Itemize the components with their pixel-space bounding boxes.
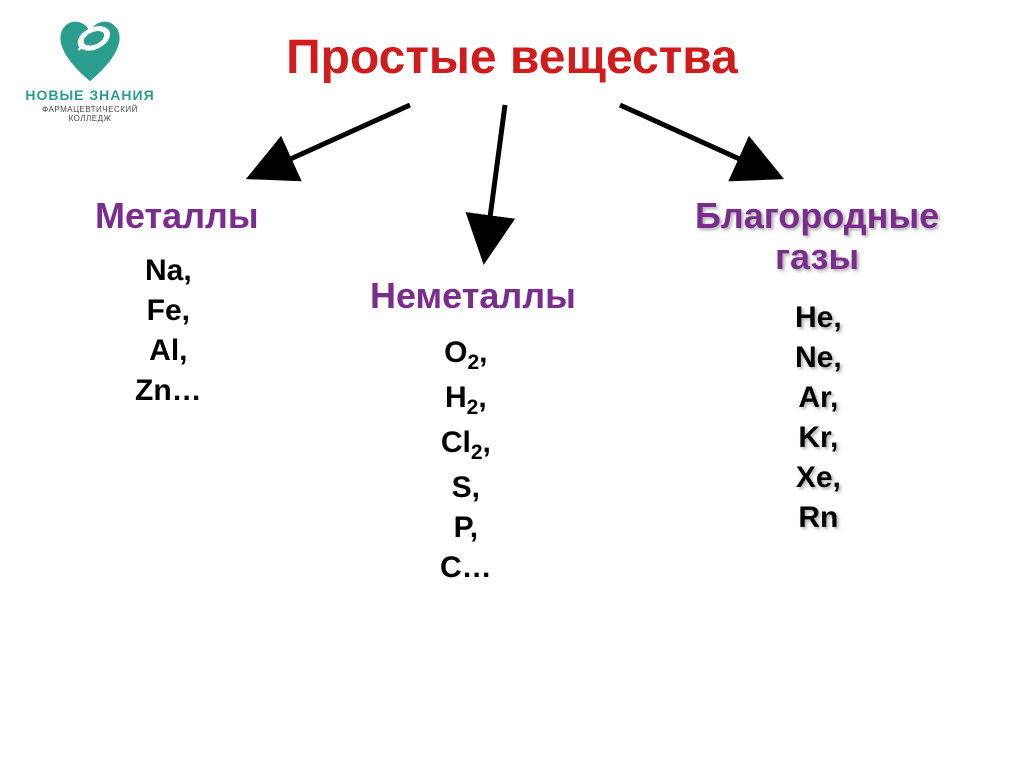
logo-text-sub: ФАРМАЦЕВТИЧЕСКИЙ КОЛЛЕДЖ [20,105,160,123]
noble-label-line2: газы [695,236,939,277]
nonmetals-list: O2, H2, Cl2, S, P, C… [440,330,492,591]
formula-text: P, [454,511,478,544]
arrow-middle [485,105,505,255]
logo-text-main: НОВЫЕ ЗНАНИЯ [20,87,160,103]
metals-item: Na, [135,254,202,288]
formula-text: O [444,336,467,369]
metals-list: Na, Fe, Al, Zn… [135,248,202,414]
formula-text: H [445,381,467,414]
main-title: Простые вещества [0,30,1024,85]
arrow-right [620,105,775,175]
arrow-left [255,105,410,175]
nonmetals-item: H2, [440,381,492,420]
category-metals-label: Металлы [95,195,259,237]
noble-item: Rn [795,501,842,535]
metals-item: Fe, [135,294,202,328]
nonmetals-item: O2, [440,336,492,375]
formula-sub: 2 [467,396,479,419]
nonmetals-item: C… [440,551,492,585]
nonmetals-item: S, [440,471,492,505]
metals-item: Al, [135,334,202,368]
noble-label-line1: Благородные [695,195,939,236]
formula-sub: 2 [467,351,479,374]
nonmetals-item: Cl2, [440,426,492,465]
noble-list: He, Ne, Ar, Kr, Xe, Rn [795,295,842,541]
category-noble-label: Благородные газы [695,195,939,278]
formula-sub: 2 [471,441,483,464]
category-nonmetals-label: Неметаллы [370,275,576,317]
formula-text: S, [452,471,480,504]
noble-item: Kr, [795,421,842,455]
metals-item: Zn… [135,374,202,408]
formula-suffix: , [479,336,487,369]
noble-item: Ne, [795,341,842,375]
formula-suffix: , [483,426,491,459]
nonmetals-item: P, [440,511,492,545]
noble-item: He, [795,301,842,335]
formula-suffix: , [478,381,486,414]
formula-text: Cl [441,426,471,459]
noble-item: Ar, [795,381,842,415]
noble-item: Xe, [795,461,842,495]
formula-text: C… [440,551,492,584]
